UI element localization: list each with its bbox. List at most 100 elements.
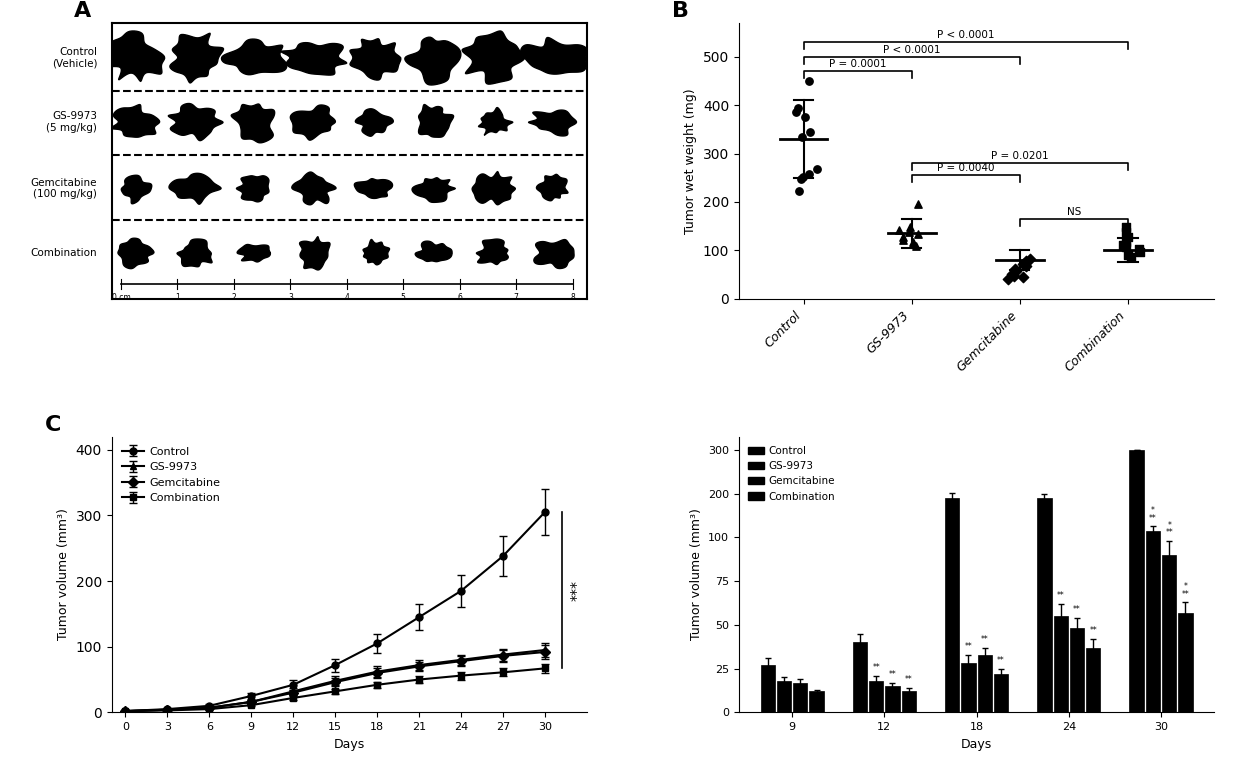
Point xyxy=(1118,231,1137,243)
Text: ***: *** xyxy=(570,580,584,601)
Point xyxy=(1005,263,1025,275)
Polygon shape xyxy=(356,109,393,136)
Point xyxy=(903,238,923,250)
Text: 8: 8 xyxy=(570,293,575,303)
Text: *: * xyxy=(1167,521,1171,530)
Polygon shape xyxy=(363,240,389,265)
Point xyxy=(908,198,928,211)
Point xyxy=(795,111,815,123)
Text: B: B xyxy=(673,2,689,21)
Y-axis label: Tumor volume (mm³): Tumor volume (mm³) xyxy=(57,509,69,640)
Point xyxy=(792,130,812,142)
Text: **: ** xyxy=(1166,529,1173,537)
Point xyxy=(799,75,819,87)
Point xyxy=(793,171,813,183)
Polygon shape xyxy=(290,105,336,140)
Bar xyxy=(886,686,900,712)
Text: P = 0.0040: P = 0.0040 xyxy=(937,163,995,173)
Text: **: ** xyxy=(1057,591,1064,601)
X-axis label: Days: Days xyxy=(333,738,364,751)
Bar xyxy=(869,681,883,712)
Legend: Control, GS-9973, Gemcitabine, Combination: Control, GS-9973, Gemcitabine, Combinati… xyxy=(116,442,224,508)
Point xyxy=(1118,249,1137,261)
Text: P = 0.0001: P = 0.0001 xyxy=(829,60,886,70)
Bar xyxy=(852,643,867,712)
Polygon shape xyxy=(169,173,221,205)
Polygon shape xyxy=(177,239,212,267)
Polygon shape xyxy=(237,244,270,262)
Text: NS: NS xyxy=(1067,207,1080,217)
Polygon shape xyxy=(415,241,452,262)
X-axis label: Days: Days xyxy=(961,738,992,751)
Bar xyxy=(1053,616,1068,712)
Polygon shape xyxy=(354,178,393,198)
Polygon shape xyxy=(237,175,269,202)
Point xyxy=(1020,253,1040,265)
Text: Gemcitabine
(100 mg/kg): Gemcitabine (100 mg/kg) xyxy=(31,178,97,199)
Point xyxy=(1006,265,1026,277)
Bar xyxy=(1130,450,1144,712)
Polygon shape xyxy=(110,105,160,137)
Bar xyxy=(793,683,808,712)
Text: 6: 6 xyxy=(457,293,462,303)
Y-axis label: Tumor volume (mm³): Tumor volume (mm³) xyxy=(690,509,703,640)
Bar xyxy=(1178,613,1193,712)
Text: 2: 2 xyxy=(232,293,237,303)
Polygon shape xyxy=(232,104,275,142)
Text: C: C xyxy=(45,415,62,435)
Bar xyxy=(1069,628,1084,712)
Text: Control
(Vehicle): Control (Vehicle) xyxy=(52,47,97,68)
Polygon shape xyxy=(281,43,347,75)
Bar xyxy=(902,692,916,712)
Point xyxy=(1113,238,1132,250)
Polygon shape xyxy=(419,105,453,137)
Point xyxy=(893,231,913,243)
Point xyxy=(1014,258,1033,270)
Polygon shape xyxy=(477,239,508,264)
Text: **: ** xyxy=(872,663,880,672)
Text: **: ** xyxy=(1149,514,1157,523)
Point xyxy=(1002,267,1022,280)
Point xyxy=(906,241,926,253)
Point xyxy=(789,185,809,198)
Bar xyxy=(1037,498,1052,712)
Text: 7: 7 xyxy=(514,293,519,303)
Polygon shape xyxy=(536,175,567,201)
Point xyxy=(808,163,828,175)
Bar xyxy=(1162,555,1176,712)
Bar xyxy=(777,681,792,712)
Polygon shape xyxy=(413,178,455,202)
Text: **: ** xyxy=(997,656,1005,665)
Point xyxy=(1016,260,1036,272)
Bar xyxy=(1146,531,1160,712)
Polygon shape xyxy=(529,110,576,136)
Polygon shape xyxy=(170,33,223,83)
Point xyxy=(893,234,913,246)
Text: P < 0.0001: P < 0.0001 xyxy=(937,31,995,41)
Point xyxy=(1116,226,1136,238)
Bar xyxy=(945,498,959,712)
Polygon shape xyxy=(520,38,589,74)
Point xyxy=(908,228,928,241)
Point xyxy=(1121,250,1141,263)
Polygon shape xyxy=(118,238,154,269)
Bar xyxy=(994,674,1009,712)
Point xyxy=(890,224,909,236)
Polygon shape xyxy=(405,38,461,85)
Bar xyxy=(761,665,774,712)
Polygon shape xyxy=(169,103,223,141)
Polygon shape xyxy=(300,237,330,270)
Polygon shape xyxy=(121,175,151,204)
Point xyxy=(999,273,1018,286)
Text: 5: 5 xyxy=(400,293,405,303)
Text: Combination: Combination xyxy=(31,248,97,258)
Point xyxy=(1116,235,1136,247)
Polygon shape xyxy=(349,39,400,80)
Point xyxy=(800,126,820,138)
Text: P = 0.0201: P = 0.0201 xyxy=(991,152,1048,162)
Point xyxy=(900,221,919,234)
Point xyxy=(903,235,923,247)
Point xyxy=(1014,271,1033,283)
Y-axis label: Tumor wet weight (mg): Tumor wet weight (mg) xyxy=(684,88,698,234)
Point xyxy=(799,168,819,180)
